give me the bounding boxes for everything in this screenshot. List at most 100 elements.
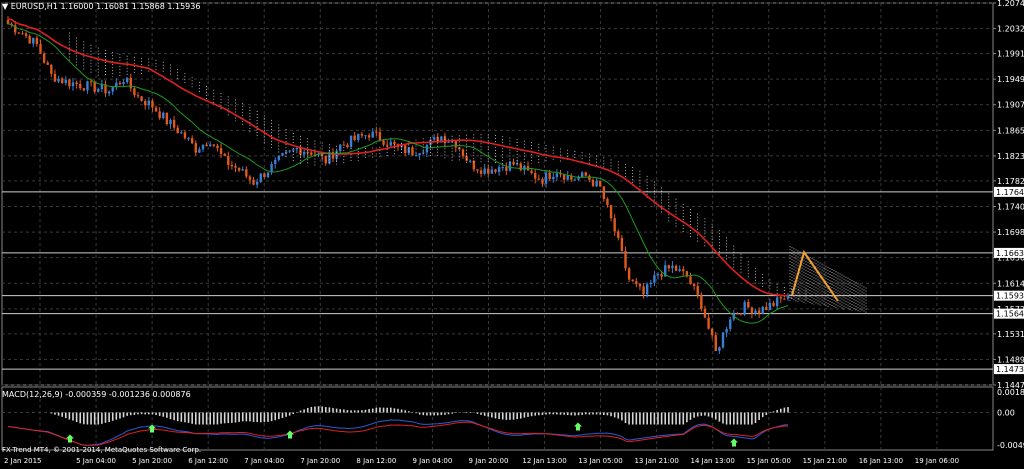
buy-arrow-icon	[574, 422, 582, 431]
candle-body	[60, 78, 64, 83]
candle-body	[57, 78, 60, 82]
candle-body	[28, 35, 31, 44]
candle-body	[703, 308, 707, 318]
candle-body	[631, 279, 634, 282]
candle-body	[194, 143, 197, 153]
candle-body	[775, 297, 779, 307]
x-tick-label: 13 Jan 21:00	[634, 457, 678, 465]
buy-arrow-icon	[148, 424, 156, 433]
candle-body	[454, 141, 457, 148]
candle-body	[21, 33, 24, 35]
candle-body	[266, 172, 270, 178]
candle-body	[234, 166, 237, 168]
candle-body	[198, 149, 201, 153]
candles	[6, 16, 790, 354]
candle-body	[721, 332, 725, 348]
candle-body	[68, 79, 71, 87]
candle-body	[617, 231, 620, 238]
candle-body	[46, 62, 49, 65]
candle-body	[588, 175, 591, 180]
candle-body	[501, 167, 504, 169]
y-tick-label: 1.20740	[997, 0, 1024, 8]
x-tick-label: 2 Jan 2015	[4, 457, 42, 465]
candle-body	[71, 82, 75, 87]
candle-body	[595, 180, 598, 187]
candle-body	[750, 307, 754, 314]
candle-body	[739, 313, 743, 315]
candle-body	[180, 132, 183, 134]
ichimoku-cloud	[68, 32, 867, 313]
candle-body	[530, 170, 533, 173]
candle-body	[357, 133, 360, 140]
candle-body	[270, 163, 273, 173]
candle-body	[136, 95, 140, 97]
chevron-down-icon[interactable]: ▼	[2, 2, 9, 11]
candle-body	[144, 100, 147, 106]
forecast-zigzag	[791, 249, 839, 302]
candle-body	[497, 167, 501, 172]
x-tick-label: 6 Jan 12:00	[188, 457, 228, 465]
y-tick-label: 1.19070	[997, 101, 1024, 110]
candle-body	[700, 294, 703, 309]
x-tick-label: 8 Jan 12:00	[356, 457, 396, 465]
candle-body	[93, 81, 96, 92]
candle-body	[425, 145, 429, 153]
candle-body	[154, 107, 158, 112]
candle-body	[483, 168, 486, 174]
macd-tick-label: 0.00	[997, 409, 1015, 418]
price-marker-box	[994, 308, 1024, 319]
x-tick-label: 16 Jan 13:00	[859, 457, 903, 465]
x-tick-label: 15 Jan 05:00	[747, 457, 791, 465]
candle-body	[512, 161, 515, 165]
candle-body	[349, 135, 353, 148]
candle-body	[53, 73, 57, 82]
x-tick-label: 7 Jan 20:00	[300, 457, 340, 465]
candle-body	[494, 169, 497, 172]
candle-body	[331, 151, 335, 159]
candle-body	[461, 149, 465, 157]
candle-body	[411, 147, 414, 156]
candle-body	[111, 87, 114, 92]
candle-body	[100, 84, 104, 90]
candle-body	[591, 179, 595, 187]
candle-body	[183, 132, 187, 139]
price-marker-label: 1.17640	[996, 188, 1024, 197]
candle-body	[6, 20, 10, 24]
candle-body	[422, 152, 425, 154]
candle-body	[678, 269, 681, 271]
candle-body	[17, 32, 21, 34]
candle-body	[479, 170, 483, 174]
candle-body	[346, 144, 349, 148]
candle-body	[97, 89, 100, 92]
candle-body	[465, 156, 468, 161]
price-marker-box	[994, 290, 1024, 301]
candle-body	[382, 140, 385, 145]
x-tick-label: 13 Jan 05:00	[578, 457, 622, 465]
candle-body	[129, 77, 132, 89]
candle-body	[230, 165, 234, 167]
candle-body	[682, 269, 685, 272]
candle-body	[140, 96, 143, 101]
candle-body	[342, 144, 346, 146]
y-tick-label: 1.16140	[997, 279, 1024, 288]
candle-body	[667, 265, 671, 269]
candle-body	[714, 335, 717, 351]
candle-body	[779, 297, 782, 299]
candle-body	[317, 154, 320, 156]
y-tick-label: 1.17820	[997, 177, 1024, 186]
candle-body	[656, 274, 660, 276]
y-tick-label: 1.18650	[997, 126, 1024, 135]
candle-body	[353, 135, 356, 140]
candle-body	[519, 163, 522, 171]
candle-body	[624, 250, 627, 269]
price-marker-box	[994, 364, 1024, 375]
candle-body	[599, 180, 602, 187]
candle-body	[378, 132, 382, 141]
candle-body	[573, 179, 577, 181]
candle-body	[487, 168, 490, 174]
candle-body	[367, 135, 371, 138]
y-tick-label: 1.19910	[997, 50, 1024, 59]
y-tick-label: 1.18230	[997, 152, 1024, 161]
